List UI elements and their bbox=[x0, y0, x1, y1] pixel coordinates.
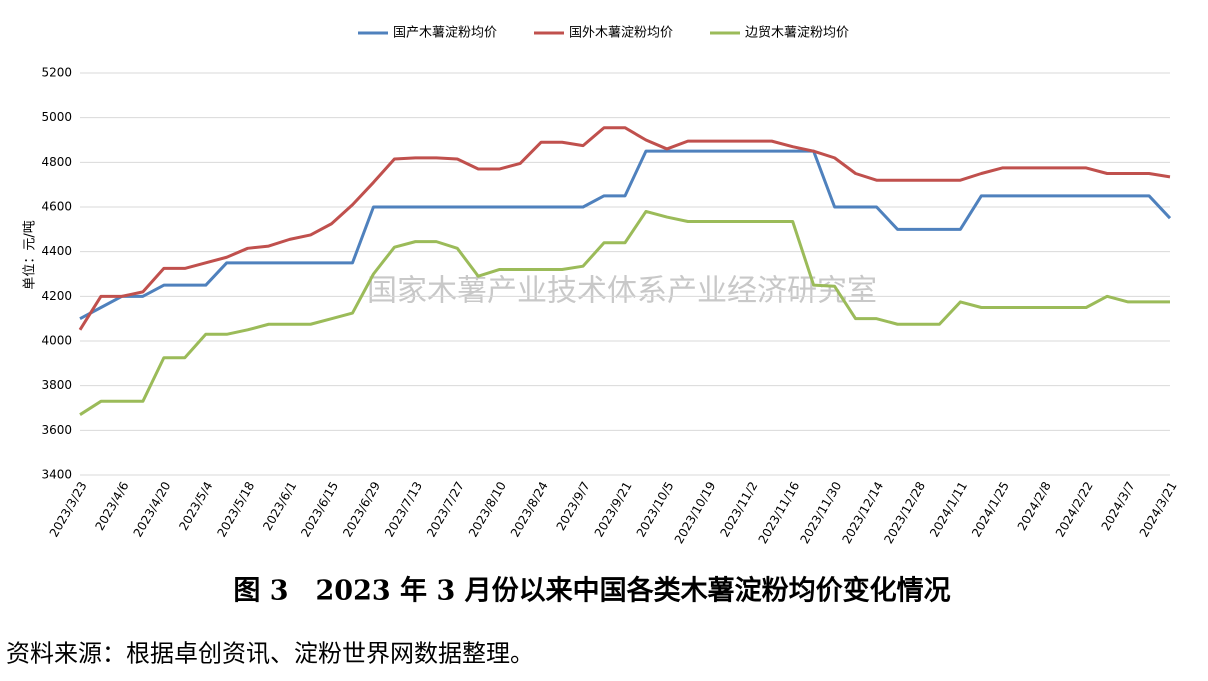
x-tick-label: 2023/10/19 bbox=[672, 479, 719, 546]
x-tick-label: 2023/9/7 bbox=[554, 479, 593, 533]
y-tick-label: 4200 bbox=[41, 289, 72, 303]
x-tick-label: 2023/4/6 bbox=[92, 479, 131, 533]
series-line bbox=[79, 149, 1172, 320]
y-tick-label: 3400 bbox=[41, 468, 72, 482]
x-tick-label: 2024/3/7 bbox=[1099, 479, 1138, 533]
series-line bbox=[79, 209, 1170, 416]
legend-label: 国外木薯淀粉均价 bbox=[569, 26, 673, 41]
x-tick-label: 2023/6/15 bbox=[298, 479, 341, 539]
x-tick-label: 2024/2/8 bbox=[1015, 479, 1054, 533]
x-tick-label: 2023/8/10 bbox=[466, 479, 509, 539]
watermark: 国家木薯产业技术体系产业经济研究室 bbox=[367, 274, 877, 309]
x-tick-label: 2023/6/29 bbox=[340, 479, 383, 539]
source-note: 资料来源：根据卓创资讯、淀粉世界网数据整理。 bbox=[6, 640, 534, 668]
x-tick-label: 2023/5/4 bbox=[176, 479, 215, 533]
x-tick-label: 2023/7/27 bbox=[424, 479, 467, 539]
y-axis-label: 单位：元/吨 bbox=[23, 220, 38, 289]
x-tick-label: 2023/10/5 bbox=[634, 479, 677, 539]
x-tick-label: 2023/12/14 bbox=[839, 479, 886, 546]
x-tick-label: 2024/1/11 bbox=[927, 479, 970, 539]
x-tick-label: 2024/1/25 bbox=[969, 479, 1012, 539]
x-tick-label: 2023/7/13 bbox=[382, 479, 425, 539]
x-tick-label: 2023/8/24 bbox=[508, 479, 551, 539]
y-tick-label: 3800 bbox=[41, 378, 72, 392]
legend-label: 国产木薯淀粉均价 bbox=[393, 26, 497, 41]
x-tick-label: 2024/2/22 bbox=[1053, 479, 1096, 539]
caption: 图 3 2023 年 3 月份以来中国各类木薯淀粉均价变化情况 bbox=[233, 575, 950, 607]
x-tick-label: 2023/11/30 bbox=[798, 479, 845, 546]
y-tick-label: 4400 bbox=[41, 244, 72, 258]
y-tick-label: 3600 bbox=[41, 423, 72, 437]
x-tick-label: 2023/12/28 bbox=[881, 479, 928, 546]
y-tick-label: 5000 bbox=[41, 110, 72, 124]
series-line bbox=[78, 126, 1171, 331]
x-tick-label: 2023/3/23 bbox=[47, 479, 90, 539]
x-tick-label: 2023/5/18 bbox=[214, 479, 257, 539]
y-tick-label: 4800 bbox=[41, 155, 72, 169]
y-tick-label: 4600 bbox=[41, 200, 72, 214]
x-tick-label: 2023/11/2 bbox=[718, 479, 761, 539]
x-tick-label: 2024/3/21 bbox=[1137, 479, 1180, 539]
y-tick-label: 5200 bbox=[41, 66, 72, 80]
x-tick-label: 2023/11/16 bbox=[756, 479, 803, 546]
x-tick-label: 2023/6/1 bbox=[260, 479, 299, 533]
legend-label: 边贸木薯淀粉均价 bbox=[745, 26, 849, 41]
x-tick-label: 2023/4/20 bbox=[131, 479, 174, 539]
y-tick-label: 4000 bbox=[41, 334, 72, 348]
x-tick-label: 2023/9/21 bbox=[592, 479, 635, 539]
